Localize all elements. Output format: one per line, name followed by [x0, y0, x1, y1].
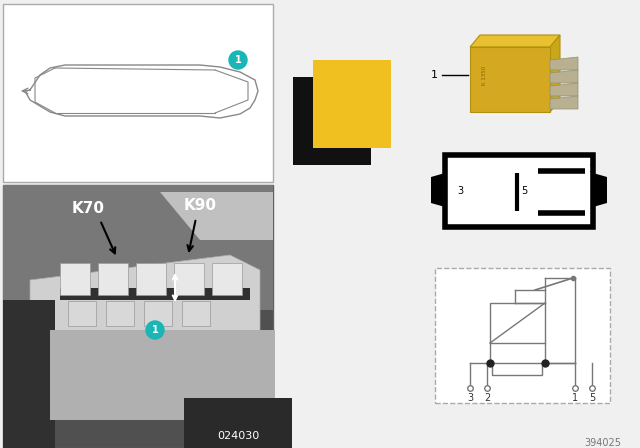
Polygon shape: [550, 57, 578, 70]
Bar: [3, 4, 273, 182]
Bar: [68, 301, 96, 326]
Text: 2: 2: [589, 206, 595, 216]
Bar: [3, 185, 273, 310]
Bar: [445, 155, 593, 227]
Circle shape: [229, 51, 247, 69]
Bar: [50, 330, 275, 420]
Polygon shape: [550, 35, 560, 112]
Text: 3: 3: [467, 393, 473, 403]
Bar: [60, 263, 90, 295]
Bar: [435, 268, 610, 403]
Text: 5: 5: [521, 186, 527, 196]
Text: 1: 1: [589, 164, 595, 174]
Text: 394025: 394025: [584, 438, 621, 448]
Bar: [3, 185, 273, 448]
Bar: [492, 363, 542, 375]
Polygon shape: [470, 35, 560, 47]
Bar: [293, 77, 371, 165]
Polygon shape: [431, 173, 445, 207]
Polygon shape: [30, 255, 260, 370]
Bar: [106, 301, 134, 326]
Text: K70: K70: [72, 201, 104, 215]
Text: 1: 1: [572, 393, 578, 403]
Circle shape: [146, 321, 164, 339]
Bar: [144, 301, 172, 326]
Bar: [98, 263, 128, 295]
Polygon shape: [550, 83, 578, 96]
Text: 1: 1: [235, 55, 241, 65]
Text: K 1350: K 1350: [483, 65, 488, 85]
Text: 1: 1: [431, 70, 438, 80]
Bar: [470, 47, 550, 112]
Polygon shape: [593, 173, 607, 207]
Polygon shape: [3, 300, 55, 448]
Polygon shape: [550, 96, 578, 109]
Polygon shape: [550, 70, 578, 83]
Text: K90: K90: [184, 198, 216, 212]
Bar: [313, 60, 391, 148]
Text: 3: 3: [457, 186, 463, 196]
Bar: [182, 301, 210, 326]
Text: 5: 5: [589, 393, 595, 403]
Bar: [212, 263, 242, 295]
Bar: [136, 263, 166, 295]
Text: 1: 1: [152, 325, 158, 335]
Bar: [174, 263, 204, 295]
Bar: [60, 288, 250, 300]
Polygon shape: [160, 192, 273, 240]
Bar: [490, 303, 545, 343]
Text: 024030: 024030: [217, 431, 259, 441]
Text: 2: 2: [484, 393, 490, 403]
